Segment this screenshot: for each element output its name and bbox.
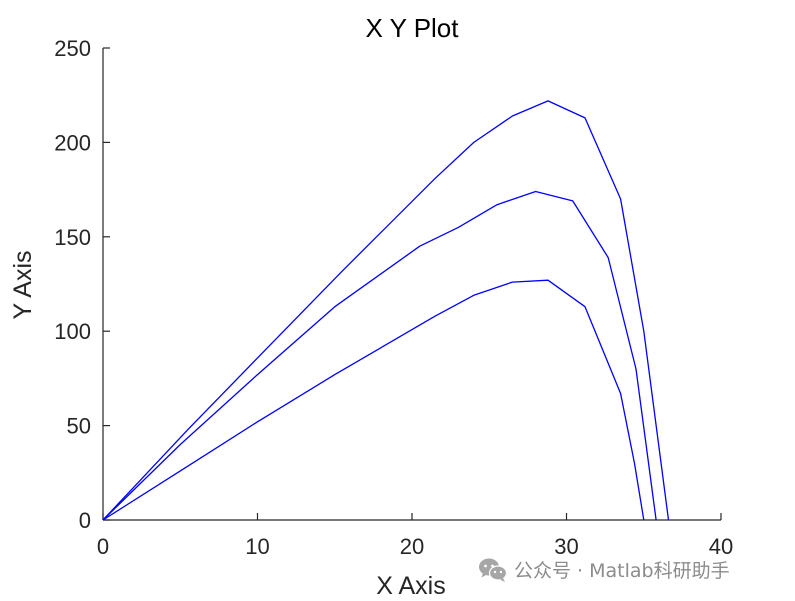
y-axis-title: Y Axis [9,250,37,319]
y-tick-label-5: 250 [54,36,91,61]
y-tick-label-2: 100 [54,319,91,344]
x-tick-label-3: 30 [554,534,578,559]
series-layer [102,100,670,521]
y-tick-label-0: 0 [79,508,91,533]
x-tick-label-4: 40 [709,534,733,559]
x-tick-label-1: 10 [245,534,269,559]
axes: 0 10 20 30 40 0 50 100 150 200 250 [54,36,733,559]
x-tick-label-0: 0 [97,534,109,559]
series-line-2 [102,190,657,521]
y-tick-label-4: 200 [54,130,91,155]
x-axis-title: X Axis [376,572,445,600]
watermark: 公众号 · Matlab科研助手 [478,556,730,583]
wechat-icon [479,558,508,582]
watermark-text: 公众号 · Matlab科研助手 [514,560,730,582]
y-tick-label-3: 150 [54,225,91,250]
series-line-1 [102,100,670,521]
x-tick-label-2: 20 [400,534,424,559]
series-line-3 [102,279,645,521]
y-tick-label-1: 50 [67,414,91,439]
chart-title: X Y Plot [366,13,460,43]
